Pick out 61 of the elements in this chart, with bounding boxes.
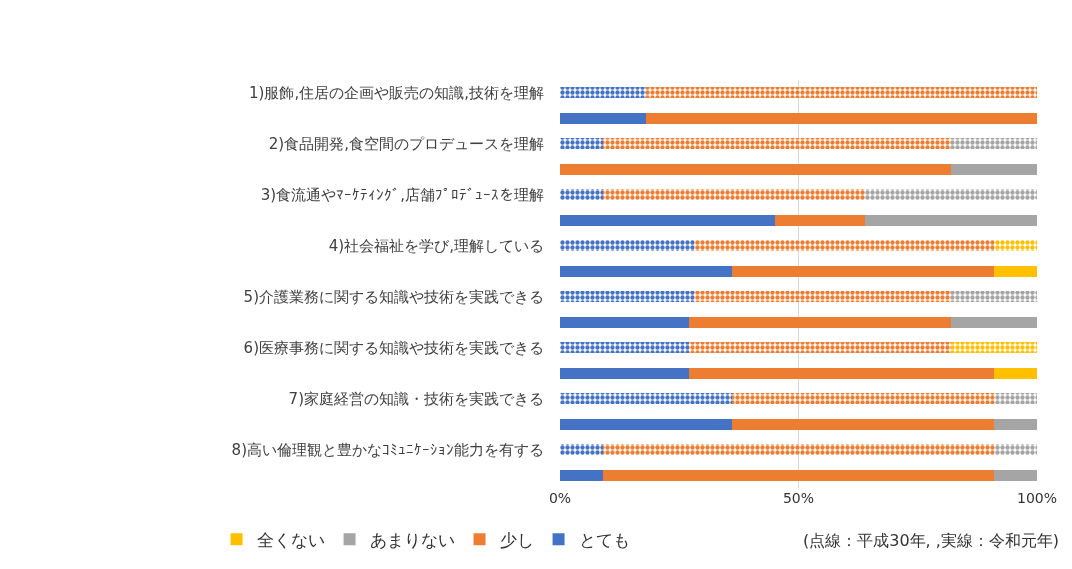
legend-label: 全くない bbox=[256, 529, 325, 550]
bar bbox=[865, 189, 1037, 201]
y-tick-label: 7)家庭経営の知識・技術を実践できる bbox=[288, 390, 544, 408]
bar bbox=[560, 189, 603, 201]
bar bbox=[693, 240, 995, 252]
bar bbox=[688, 342, 952, 354]
bar bbox=[560, 87, 646, 99]
bar bbox=[688, 316, 952, 328]
x-tick-label: 50% bbox=[782, 490, 815, 506]
bar bbox=[602, 444, 995, 456]
bar bbox=[731, 393, 995, 405]
bar bbox=[560, 469, 603, 481]
bar bbox=[994, 444, 1037, 456]
bar bbox=[602, 138, 952, 150]
bar bbox=[774, 214, 866, 226]
bar bbox=[560, 240, 694, 252]
bar bbox=[688, 367, 995, 379]
bar bbox=[560, 418, 732, 430]
bar bbox=[602, 189, 866, 201]
bar bbox=[951, 291, 1037, 303]
bar bbox=[994, 367, 1037, 379]
bar bbox=[951, 138, 1037, 150]
bar bbox=[602, 469, 995, 481]
bar bbox=[994, 240, 1037, 252]
bar bbox=[865, 214, 1037, 226]
legend-label: 少し bbox=[499, 529, 534, 550]
bar bbox=[560, 444, 603, 456]
legend-label: あまりない bbox=[369, 529, 455, 550]
bar bbox=[560, 342, 689, 354]
bar bbox=[994, 469, 1037, 481]
bar bbox=[731, 265, 995, 277]
y-tick-label: 8)高い倫理観と豊かなｺﾐｭﾆｹｰｼｮﾝ能力を有する bbox=[231, 441, 544, 459]
legend-label: とても bbox=[578, 529, 630, 550]
bar bbox=[693, 291, 952, 303]
bar bbox=[560, 367, 689, 379]
bar bbox=[560, 163, 952, 175]
bar bbox=[560, 291, 694, 303]
bar bbox=[994, 418, 1037, 430]
bar bbox=[560, 316, 689, 328]
bar bbox=[951, 163, 1037, 175]
bar bbox=[994, 393, 1037, 405]
y-tick-label: 5)介護業務に関する知識や技術を実践できる bbox=[243, 288, 544, 306]
y-tick-label: 3)食流通やﾏｰｹﾃｨﾝｸﾞ,店舗ﾌﾟﾛﾃﾞｭｰｽを理解 bbox=[260, 186, 544, 204]
bar bbox=[560, 112, 646, 124]
bar bbox=[560, 214, 775, 226]
bar bbox=[560, 138, 603, 150]
bar bbox=[951, 316, 1037, 328]
x-tick-label: 100% bbox=[1016, 490, 1058, 506]
bar bbox=[951, 342, 1037, 354]
y-tick-label: 2)食品開発,食空間のプロデュースを理解 bbox=[268, 135, 544, 153]
bar bbox=[645, 87, 1037, 99]
bar bbox=[560, 265, 732, 277]
bar bbox=[645, 112, 1037, 124]
x-tick-label: 0% bbox=[548, 490, 572, 506]
y-tick-label: 4)社会福祉を学び,理解している bbox=[328, 237, 544, 255]
y-tick-label: 1)服飾,住居の企画や販売の知識,技術を理解 bbox=[249, 84, 544, 102]
bar bbox=[994, 265, 1037, 277]
text: (点線：平成30年, ,実線：令和元年) bbox=[803, 531, 1060, 550]
bar bbox=[560, 393, 732, 405]
y-tick-label: 6)医療事務に関する知識や技術を実践できる bbox=[243, 339, 544, 357]
bar bbox=[731, 418, 995, 430]
